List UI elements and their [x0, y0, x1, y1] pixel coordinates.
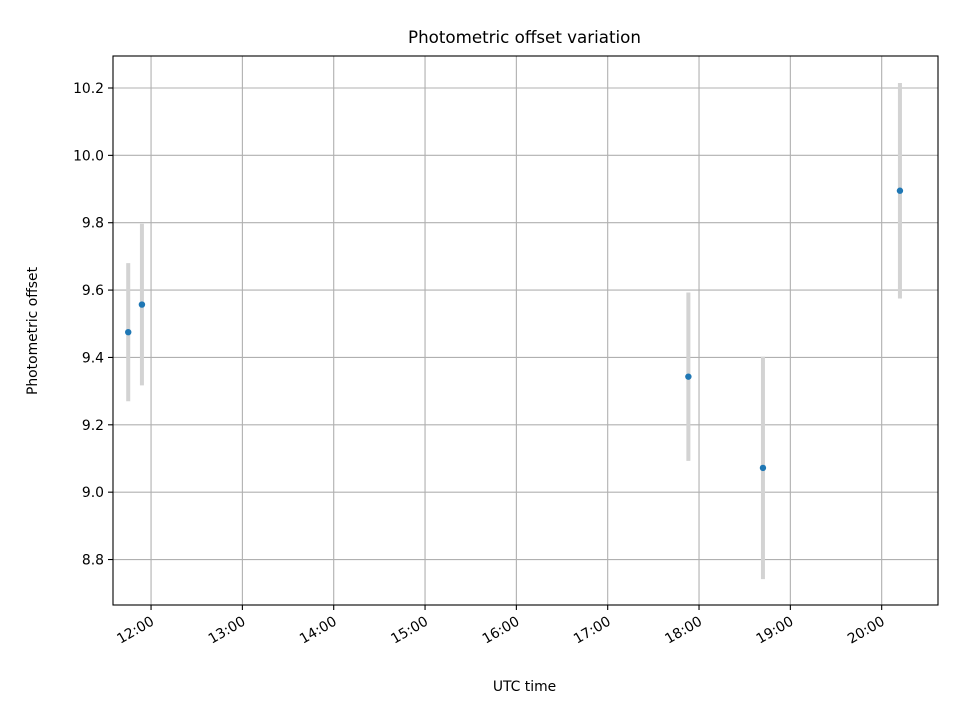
y-tick-label: 8.8 — [82, 553, 104, 569]
data-point — [138, 301, 146, 308]
x-tick-label: 13:00 — [206, 614, 249, 648]
x-tick-label: 15:00 — [388, 614, 431, 648]
y-tick-label: 9.8 — [82, 216, 104, 232]
y-tick-label: 9.6 — [82, 283, 104, 299]
y-tick-label: 10.0 — [73, 148, 104, 164]
x-tick-label: 14:00 — [297, 614, 340, 648]
x-axis-label: UTC time — [493, 679, 556, 695]
grid — [113, 56, 938, 605]
x-tick-label: 19:00 — [754, 614, 797, 648]
error-bars — [126, 82, 902, 580]
data-point — [896, 187, 904, 194]
data-points — [125, 187, 904, 472]
plot-frame — [112, 55, 939, 606]
y-tick-label: 10.2 — [73, 81, 104, 97]
x-tick-label: 20:00 — [845, 614, 888, 648]
y-tick-label: 9.4 — [82, 350, 104, 366]
x-tick-label: 17:00 — [571, 614, 614, 648]
ticks: 8.8 9.0 9.2 9.4 9.6 9.8 10.0 10.2 12:00 13:00 14:0… — [73, 81, 888, 647]
data-point — [125, 328, 132, 336]
data-point — [759, 464, 767, 472]
x-tick-label: 16:00 — [480, 614, 523, 648]
y-tick-label: 9.0 — [82, 485, 104, 501]
y-tick-label: 9.2 — [82, 418, 104, 434]
x-tick-label: 12:00 — [114, 614, 157, 648]
x-tick-label: 18:00 — [662, 614, 705, 648]
y-axis-label: Photometric offset — [25, 266, 41, 395]
data-point — [685, 373, 692, 380]
chart-title: Photometric offset variation — [408, 27, 641, 47]
